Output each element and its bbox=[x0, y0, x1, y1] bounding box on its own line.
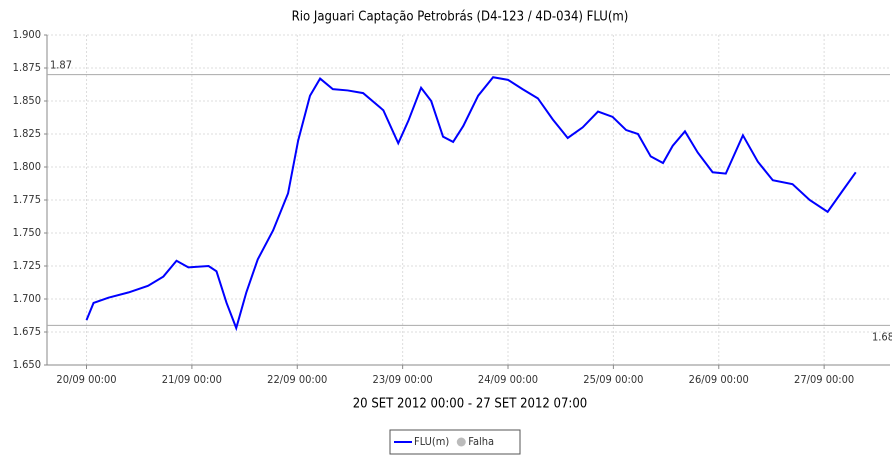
x-tick-label: 23/09 00:00 bbox=[373, 373, 433, 386]
x-tick-label: 21/09 00:00 bbox=[162, 373, 222, 386]
y-tick-label: 1.875 bbox=[13, 61, 41, 74]
chart-title: Rio Jaguari Captação Petrobrás (D4-123 /… bbox=[292, 10, 629, 25]
y-tick-label: 1.725 bbox=[13, 259, 41, 272]
x-tick-label: 25/09 00:00 bbox=[583, 373, 643, 386]
x-tick-label: 22/09 00:00 bbox=[267, 373, 327, 386]
x-tick-label: 20/09 00:00 bbox=[56, 373, 116, 386]
x-axis-label: 20 SET 2012 00:00 - 27 SET 2012 07:00 bbox=[353, 397, 588, 412]
legend-dot bbox=[456, 437, 466, 447]
legend-label: Falha bbox=[468, 435, 494, 448]
y-tick-label: 1.675 bbox=[13, 325, 41, 338]
x-tick-label: 27/09 00:00 bbox=[794, 373, 854, 386]
y-tick-label: 1.750 bbox=[13, 226, 41, 239]
y-tick-label: 1.700 bbox=[13, 292, 41, 305]
marker-label: 1.87 bbox=[50, 59, 72, 72]
marker-label: 1.68 bbox=[872, 330, 892, 343]
x-tick-label: 26/09 00:00 bbox=[689, 373, 749, 386]
x-tick-label: 24/09 00:00 bbox=[478, 373, 538, 386]
y-tick-label: 1.800 bbox=[13, 160, 41, 173]
y-tick-label: 1.900 bbox=[13, 28, 41, 41]
y-tick-label: 1.850 bbox=[13, 94, 41, 107]
series-line bbox=[85, 76, 857, 332]
y-tick-label: 1.650 bbox=[13, 358, 41, 371]
y-tick-label: 1.825 bbox=[13, 127, 41, 140]
legend-label: FLU(m) bbox=[414, 435, 449, 448]
y-tick-label: 1.775 bbox=[13, 193, 41, 206]
